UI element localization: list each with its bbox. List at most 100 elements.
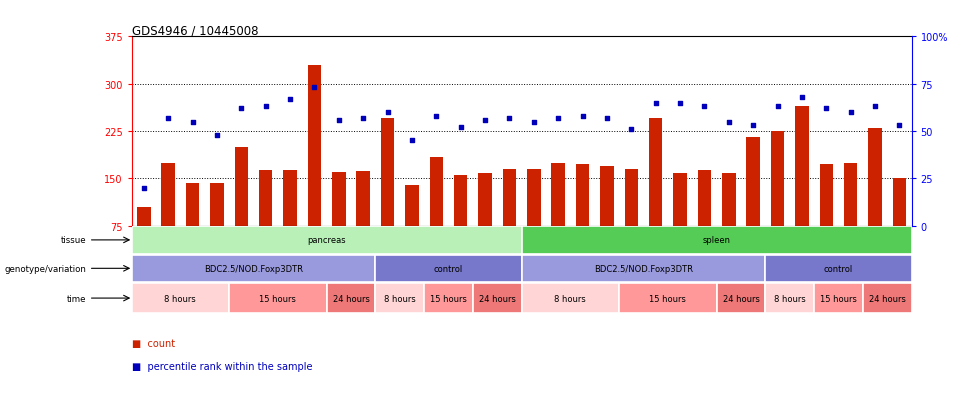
Bar xyxy=(771,132,784,226)
Point xyxy=(599,115,615,122)
Bar xyxy=(698,171,711,226)
Point xyxy=(745,123,760,129)
Point xyxy=(575,113,591,120)
Point xyxy=(868,104,883,110)
Text: 15 hours: 15 hours xyxy=(649,294,686,303)
Bar xyxy=(869,128,881,226)
Point xyxy=(429,113,445,120)
Bar xyxy=(473,283,522,313)
Bar xyxy=(522,227,912,254)
Point xyxy=(478,117,492,123)
Bar xyxy=(717,283,765,313)
Text: control: control xyxy=(824,264,853,273)
Point xyxy=(331,117,347,123)
Text: BDC2.5/NOD.Foxp3DTR: BDC2.5/NOD.Foxp3DTR xyxy=(204,264,303,273)
Point xyxy=(283,96,298,103)
Point xyxy=(306,85,322,92)
Bar xyxy=(479,174,491,226)
Point xyxy=(722,119,737,126)
Bar xyxy=(424,283,473,313)
Bar xyxy=(375,283,424,313)
Bar xyxy=(137,207,150,226)
Bar xyxy=(229,283,327,313)
Point xyxy=(842,109,859,116)
Bar xyxy=(132,255,375,282)
Text: ■  count: ■ count xyxy=(132,339,175,349)
Bar xyxy=(893,179,906,226)
Text: 8 hours: 8 hours xyxy=(555,294,586,303)
Point xyxy=(136,185,152,192)
Text: 24 hours: 24 hours xyxy=(332,294,370,303)
Bar xyxy=(132,227,522,254)
Bar xyxy=(375,255,522,282)
Bar xyxy=(186,183,199,226)
Text: 24 hours: 24 hours xyxy=(479,294,516,303)
Bar xyxy=(381,119,394,226)
Text: BDC2.5/NOD.Foxp3DTR: BDC2.5/NOD.Foxp3DTR xyxy=(594,264,693,273)
Bar xyxy=(619,283,717,313)
Text: spleen: spleen xyxy=(703,236,730,245)
Bar xyxy=(235,147,248,226)
Bar xyxy=(503,169,516,226)
Point xyxy=(160,115,176,122)
Bar xyxy=(259,171,272,226)
Bar xyxy=(162,163,175,226)
Text: 8 hours: 8 hours xyxy=(384,294,415,303)
Bar xyxy=(527,169,540,226)
Point xyxy=(452,125,468,131)
Text: genotype/variation: genotype/variation xyxy=(5,264,87,273)
Bar xyxy=(765,255,912,282)
Bar xyxy=(814,283,863,313)
Text: control: control xyxy=(434,264,463,273)
Text: tissue: tissue xyxy=(60,236,87,245)
Point xyxy=(526,119,542,126)
Bar xyxy=(406,185,418,226)
Text: ■  percentile rank within the sample: ■ percentile rank within the sample xyxy=(132,361,312,371)
Bar xyxy=(332,173,345,226)
Point xyxy=(794,94,809,101)
Point xyxy=(404,138,419,145)
Point xyxy=(770,104,786,110)
Bar xyxy=(820,165,833,226)
Bar xyxy=(430,158,443,226)
Point xyxy=(209,132,224,139)
Bar xyxy=(625,169,638,226)
Text: 15 hours: 15 hours xyxy=(820,294,857,303)
Point xyxy=(355,115,370,122)
Bar xyxy=(722,174,735,226)
Text: pancreas: pancreas xyxy=(307,236,346,245)
Point xyxy=(891,123,907,129)
Bar xyxy=(576,165,589,226)
Bar xyxy=(454,176,467,226)
Bar xyxy=(522,255,765,282)
Bar xyxy=(601,166,613,226)
Bar xyxy=(796,107,808,226)
Bar xyxy=(765,283,814,313)
Bar xyxy=(284,171,296,226)
Bar xyxy=(522,283,619,313)
Point xyxy=(380,109,396,116)
Point xyxy=(550,115,566,122)
Point xyxy=(819,106,835,112)
Bar xyxy=(649,119,662,226)
Point xyxy=(257,104,273,110)
Text: 15 hours: 15 hours xyxy=(259,294,296,303)
Point xyxy=(234,106,250,112)
Point xyxy=(647,100,663,107)
Point xyxy=(185,119,201,126)
Bar xyxy=(357,171,370,226)
Text: 24 hours: 24 hours xyxy=(722,294,760,303)
Text: time: time xyxy=(67,294,87,303)
Text: 8 hours: 8 hours xyxy=(165,294,196,303)
Bar xyxy=(132,283,229,313)
Bar xyxy=(552,163,565,226)
Bar xyxy=(844,163,857,226)
Point xyxy=(696,104,712,110)
Text: GDS4946 / 10445008: GDS4946 / 10445008 xyxy=(132,24,258,37)
Bar xyxy=(674,174,686,226)
Point xyxy=(501,115,517,122)
Text: 8 hours: 8 hours xyxy=(774,294,805,303)
Point xyxy=(624,126,640,133)
Text: 15 hours: 15 hours xyxy=(430,294,467,303)
Point xyxy=(673,100,688,107)
